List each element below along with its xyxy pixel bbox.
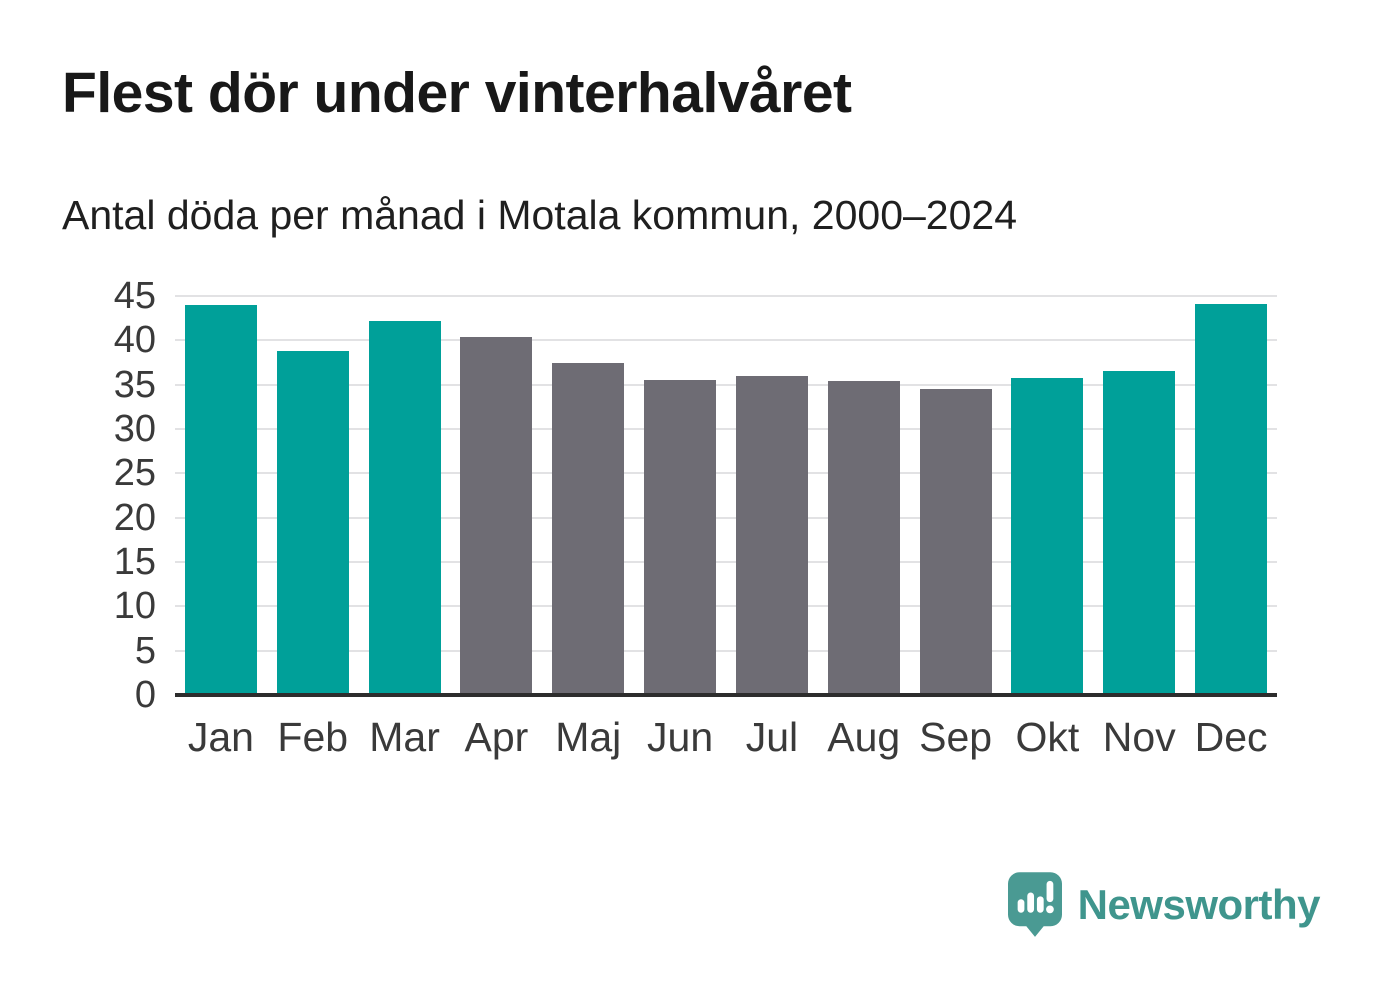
gridline-20 <box>175 516 1277 519</box>
y-tick-label-0: 0 <box>134 674 156 716</box>
plot-area <box>175 295 1277 697</box>
y-tick-label-35: 35 <box>113 363 156 406</box>
newsworthy-logo: Newsworthy <box>1007 872 1321 938</box>
y-tick-label-10: 10 <box>113 585 156 628</box>
bar-nov <box>1103 371 1176 695</box>
bar-feb <box>276 350 349 695</box>
gridline-35 <box>175 383 1277 386</box>
x-tick-label-mar: Mar <box>369 714 440 760</box>
x-tick-label-jun: Jun <box>647 714 714 760</box>
x-axis-tick-labels: Jan Feb Mar Apr Maj Jun Jul Aug Sep Okt Nov Dec <box>175 714 1277 770</box>
bar-dec <box>1195 303 1268 695</box>
y-tick-label-25: 25 <box>113 452 156 495</box>
x-tick-label-okt: Okt <box>1015 714 1080 760</box>
bar-apr <box>460 336 533 695</box>
x-axis-line <box>175 693 1277 697</box>
gridline-40 <box>175 339 1277 342</box>
x-tick-label-nov: Nov <box>1102 714 1176 760</box>
x-tick-label-aug: Aug <box>827 714 901 760</box>
bar-aug <box>827 381 900 695</box>
x-tick-label-feb: Feb <box>277 714 349 760</box>
gridline-15 <box>175 561 1277 563</box>
x-tick-label-sep: Sep <box>919 714 993 760</box>
bar-jul <box>735 375 808 695</box>
bar-sep <box>919 389 992 695</box>
y-axis-tick-labels: 0 5 10 15 20 25 30 35 40 45 <box>0 275 156 716</box>
y-tick-label-20: 20 <box>113 496 156 539</box>
x-tick-label-jul: Jul <box>745 714 799 760</box>
x-tick-label-apr: Apr <box>464 714 529 760</box>
y-tick-label-30: 30 <box>113 408 156 450</box>
y-tick-label-45: 45 <box>113 275 156 317</box>
y-tick-label-15: 15 <box>113 541 156 583</box>
bar-maj <box>552 362 625 695</box>
gridline-30 <box>175 428 1277 430</box>
gridline-5 <box>175 649 1277 652</box>
gridline-45 <box>175 295 1277 297</box>
newsworthy-logo-icon <box>1007 872 1062 937</box>
newsworthy-wordmark: Newsworthy <box>1077 881 1321 928</box>
gridline-25 <box>175 472 1277 475</box>
y-tick-label-40: 40 <box>113 319 156 362</box>
bar-mar <box>368 320 441 695</box>
gridline-10 <box>175 605 1277 608</box>
x-tick-label-maj: Maj <box>555 714 622 760</box>
y-tick-label-5: 5 <box>134 629 156 672</box>
chart-title: Flest dör under vinterhalvåret <box>62 61 852 125</box>
bar-okt <box>1011 378 1084 695</box>
bar-jan <box>184 304 257 695</box>
x-tick-label-jan: Jan <box>187 714 254 760</box>
bar-jun <box>644 380 717 695</box>
chart-subtitle: Antal döda per månad i Motala kommun, 20… <box>62 192 1018 238</box>
x-tick-label-dec: Dec <box>1194 714 1268 760</box>
